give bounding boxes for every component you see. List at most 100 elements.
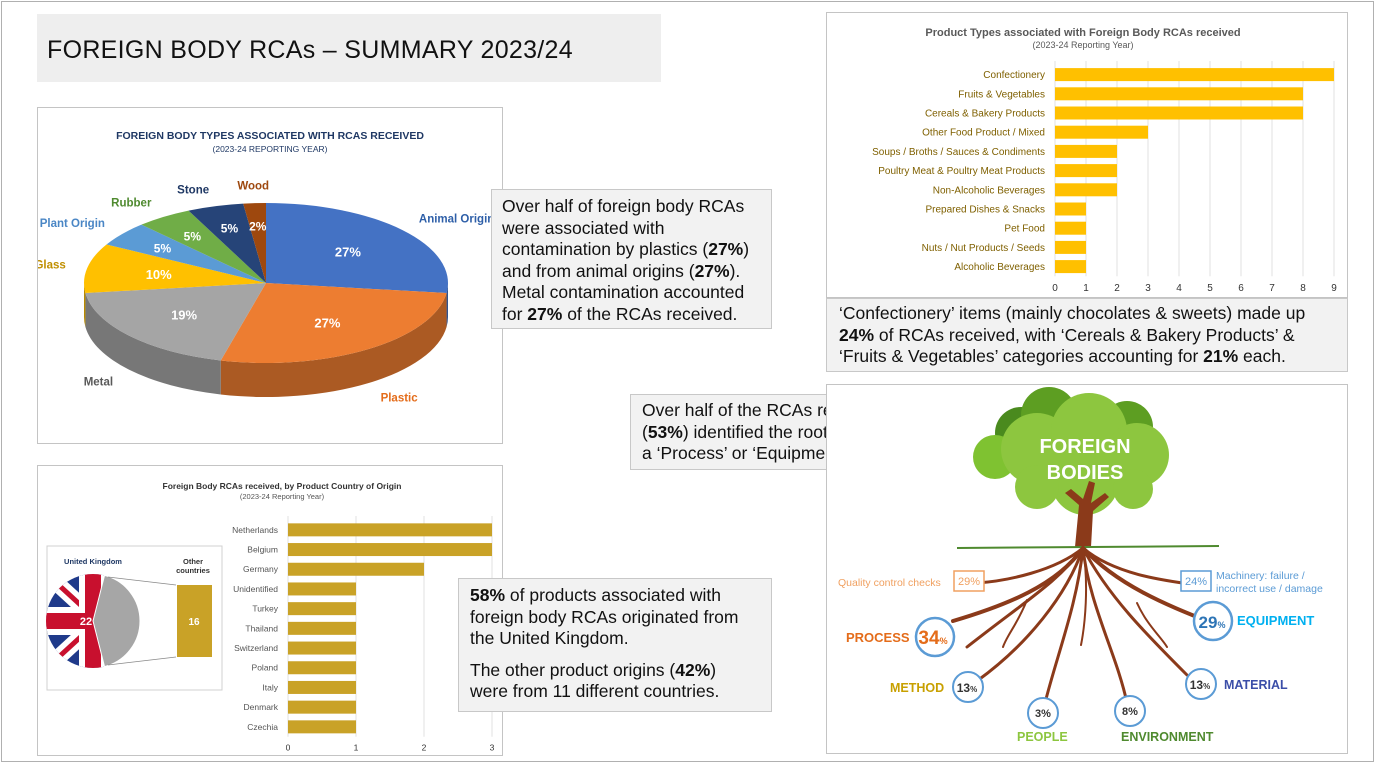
note-line: and from animal origins ( (502, 260, 695, 281)
note-line: ( (642, 421, 648, 442)
pie-value-label: 5% (184, 229, 202, 243)
tree-trunk (1065, 481, 1109, 547)
pie-slice (85, 283, 266, 361)
pie-slice (84, 244, 266, 294)
pie-slice-side (85, 293, 221, 395)
machinery-label: incorrect use / damage (1216, 583, 1323, 595)
bar (1055, 68, 1334, 82)
pie-slice (188, 203, 266, 283)
category-label: Cereals & Bakery Products (925, 109, 1045, 120)
process-label: PROCESS (846, 630, 910, 645)
material-value: 13% (1190, 678, 1210, 692)
people-value: 3% (1035, 708, 1051, 720)
category-label: Non-Alcoholic Beverages (933, 185, 1045, 196)
bar (288, 562, 424, 576)
x-tick-label: 1 (1083, 283, 1089, 294)
root-cause-tree-panel: FOREIGN BODIES Quality control checks 29… (826, 384, 1348, 754)
category-label: Denmark (244, 702, 279, 712)
pie-slice (243, 203, 266, 283)
category-label: Nuts / Nut Products / Seeds (922, 243, 1045, 254)
pie-slice-side (84, 283, 86, 328)
category-label: Alcoholic Beverages (954, 262, 1045, 273)
method-number: 13 (957, 681, 971, 695)
pie-value-label: 19% (171, 308, 197, 323)
pie-slice-side (446, 283, 448, 328)
method-circle (952, 671, 984, 703)
note-highlight: 27% (708, 239, 744, 259)
pie-category-label: Animal Origin (419, 213, 494, 225)
x-tick-label: 9 (1331, 283, 1337, 294)
note-line: ‘Fruits & Vegetables’ categories account… (839, 346, 1204, 366)
note-line: foreign body RCAs originated from (470, 606, 739, 627)
crown-text: BODIES (1047, 462, 1124, 484)
category-label: Pet Food (1004, 224, 1045, 235)
other-countries-slice (92, 574, 141, 668)
x-tick-label: 4 (1176, 283, 1182, 294)
pie-chart-title: FOREIGN BODY TYPES ASSOCIATED WITH RCAS … (116, 130, 424, 142)
bar (288, 523, 492, 537)
people-circle (1027, 697, 1059, 729)
other-value-label: 16 (188, 617, 200, 628)
note-line: for (502, 303, 528, 324)
product-types-chart-panel: Product Types associated with Foreign Bo… (826, 12, 1348, 298)
foreign-body-types-pie-chart: FOREIGN BODY TYPES ASSOCIATED WITH RCAS … (34, 130, 494, 405)
category-label: Fruits & Vegetables (958, 89, 1045, 100)
category-label: Poland (252, 663, 279, 673)
pie-value-label: 5% (221, 222, 239, 236)
environment-value: 8% (1122, 706, 1138, 718)
process-percent: % (940, 636, 948, 646)
category-label: Czechia (247, 722, 278, 732)
environment-circle (1114, 695, 1146, 727)
pie-value-label: 2% (249, 220, 267, 234)
note-highlight: 27% (527, 303, 563, 324)
x-tick-label: 0 (286, 743, 291, 753)
product-summary-note: ‘Confectionery’ items (mainly chocolates… (826, 298, 1348, 372)
note-line: ) (710, 659, 717, 680)
note-line: of the RCAs received. (562, 303, 738, 324)
page-title: FOREIGN BODY RCAs – SUMMARY 2023/24 (47, 36, 573, 64)
bar (1055, 260, 1086, 274)
equipment-label: EQUIPMENT (1237, 613, 1314, 628)
quality-control-box (953, 570, 985, 592)
note-line: Over half of foreign body RCAs (502, 196, 745, 216)
bar (288, 680, 356, 694)
x-tick-label: 6 (1238, 283, 1244, 294)
product-types-bar-chart: Product Types associated with Foreign Bo… (872, 27, 1337, 294)
x-tick-label: 2 (1114, 283, 1120, 294)
equipment-percent: % (1217, 620, 1225, 630)
pie-slice (220, 283, 447, 363)
bar (1055, 144, 1117, 158)
x-tick-label: 0 (1052, 283, 1058, 294)
category-label: Confectionery (983, 70, 1045, 81)
note-highlight: 42% (675, 659, 711, 680)
pie-slice (266, 203, 448, 294)
x-tick-label: 5 (1207, 283, 1213, 294)
note-highlight: 21% (1203, 346, 1239, 366)
x-tick-label: 2 (422, 743, 427, 753)
category-label: Poultry Meat & Poultry Meat Products (878, 166, 1045, 177)
uk-inset-label: United Kingdom (64, 557, 122, 566)
quality-control-value: 29% (958, 576, 980, 588)
category-label: Other Food Product / Mixed (922, 128, 1045, 139)
country-origin-bar-chart: Foreign Body RCAs received, by Product C… (46, 481, 495, 753)
quality-control-label: Quality control checks (838, 577, 941, 589)
category-label: Italy (262, 682, 278, 692)
machinery-value: 24% (1185, 576, 1207, 588)
note-line: ) (743, 239, 750, 259)
people-label: PEOPLE (1017, 730, 1068, 744)
country-chart-subtitle: (2023-24 Reporting Year) (240, 492, 325, 501)
material-percent: % (1203, 682, 1210, 691)
bar (1055, 87, 1303, 101)
note-line: Over half of the RCAs received (642, 400, 884, 420)
note-highlight: 58% (470, 585, 506, 605)
note-line: ). (729, 260, 741, 281)
note-line: of products associated with (505, 585, 721, 605)
environment-label: ENVIRONMENT (1121, 730, 1214, 744)
machinery-box (1180, 570, 1212, 592)
country-chart-title: Foreign Body RCAs received, by Product C… (163, 481, 402, 491)
category-label: Turkey (252, 604, 278, 614)
method-label: METHOD (890, 681, 944, 695)
x-tick-label: 3 (490, 743, 495, 753)
bar (1055, 125, 1148, 139)
pie-category-label: Plant Origin (40, 218, 105, 230)
